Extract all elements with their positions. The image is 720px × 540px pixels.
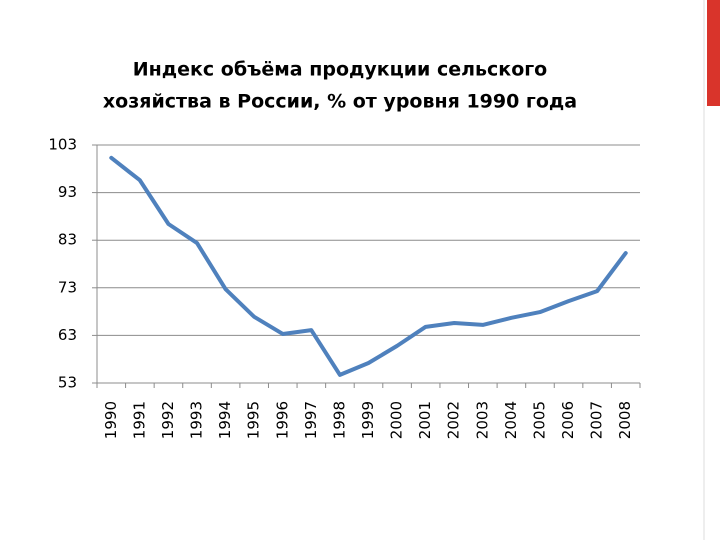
- x-tick-label: 2006: [559, 401, 577, 439]
- x-tick-label: 1993: [188, 401, 206, 439]
- y-tick-label: 63: [58, 326, 77, 344]
- x-tick-label: 1998: [330, 401, 348, 439]
- y-tick-label: 93: [58, 183, 77, 201]
- x-tick-label: 2001: [416, 401, 434, 439]
- chart-title: Индекс объёма продукции сельского: [133, 59, 547, 81]
- accent-bar: [707, 0, 720, 106]
- x-tick-label: 1994: [216, 401, 234, 439]
- x-tick-label: 2000: [388, 401, 406, 439]
- x-tick-label: 1992: [159, 401, 177, 439]
- y-tick-label: 103: [48, 136, 77, 154]
- data-line: [109, 155, 628, 377]
- y-tick-label: 73: [58, 278, 77, 296]
- x-tick-label: 2008: [616, 401, 634, 439]
- x-tick-label: 1990: [102, 401, 120, 439]
- y-tick-label: 53: [58, 374, 77, 392]
- x-tick-label: 1996: [273, 401, 291, 439]
- x-tick-label: 1997: [302, 401, 320, 439]
- x-tick-label: 2003: [473, 401, 491, 439]
- x-tick-label: 1995: [245, 401, 263, 439]
- x-tick-label: 2005: [530, 401, 548, 439]
- x-tick-label: 1991: [130, 401, 148, 439]
- x-tick-label: 1999: [359, 401, 377, 439]
- chart-title: хозяйства в России, % от уровня 1990 год…: [103, 91, 577, 113]
- x-tick-label: 2007: [588, 401, 606, 439]
- x-tick-label: 2004: [502, 401, 520, 439]
- x-tick-label: 2002: [445, 401, 463, 439]
- y-tick-label: 83: [58, 231, 77, 249]
